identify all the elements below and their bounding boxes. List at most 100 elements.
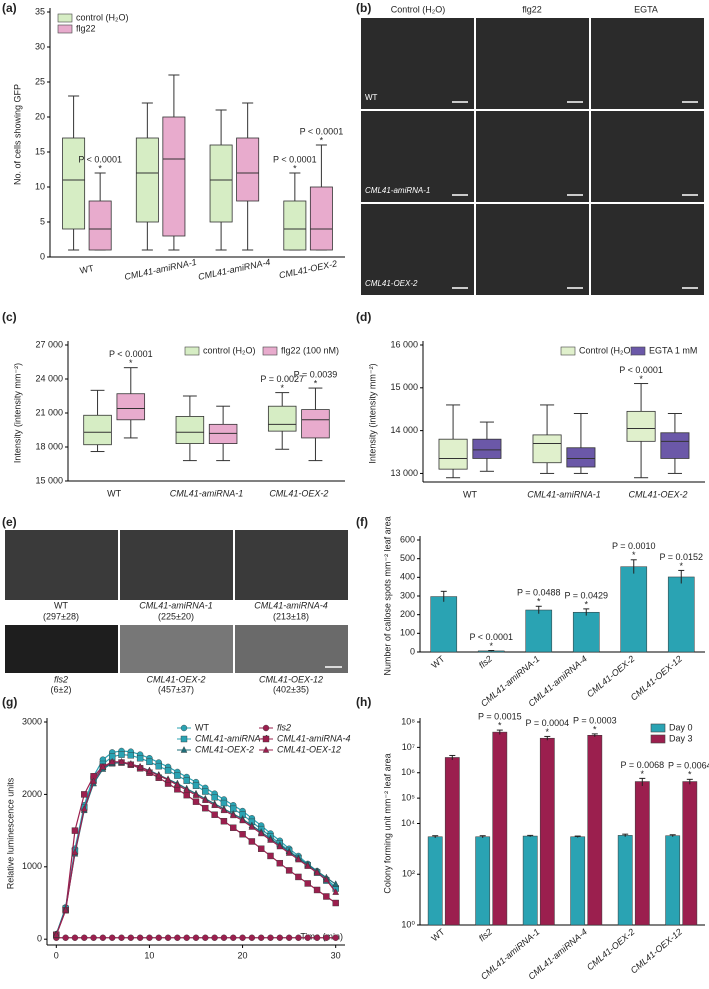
marker	[304, 934, 311, 941]
panel-label: (g)	[2, 695, 17, 709]
p-value: P = 0.0039	[294, 369, 338, 379]
x-tick-label: CML41-amiRNA-1	[170, 488, 244, 498]
image-grid	[5, 530, 348, 673]
bar	[539, 737, 555, 926]
y-tick-label: 15 000	[35, 475, 63, 485]
significance-mark: *	[314, 378, 318, 388]
marker	[332, 880, 340, 887]
legend-label: EGTA 1 mM	[649, 345, 697, 355]
legend-marker	[262, 735, 270, 743]
legend-label: flg22 (100 nM)	[281, 345, 339, 355]
significance-mark: *	[639, 374, 643, 384]
p-value: P = 0.0010	[612, 541, 656, 551]
x-tick-label: 10	[144, 950, 154, 960]
marker	[211, 801, 218, 808]
marker	[332, 899, 339, 907]
box	[472, 438, 502, 459]
bar	[617, 835, 633, 926]
y-tick-label: 400	[400, 572, 415, 582]
p-value: P < 0.0001	[300, 126, 344, 136]
box	[301, 409, 330, 439]
y-tick-label: 21 000	[35, 407, 63, 417]
box	[626, 410, 656, 442]
x-axis-title: Time (min)	[300, 931, 343, 941]
marker	[239, 831, 246, 838]
marker	[127, 752, 135, 759]
row-label: CML41-amiRNA-1	[365, 186, 430, 195]
micrograph	[120, 530, 233, 600]
marker	[136, 934, 144, 941]
y-tick-label: 3000	[22, 716, 42, 726]
box	[83, 414, 112, 446]
y-tick-label: 15	[35, 146, 45, 156]
micrograph	[5, 530, 118, 600]
marker	[146, 758, 153, 766]
x-tick-label: CML41-amiRNA-4	[197, 257, 271, 282]
marker	[90, 777, 97, 785]
y-tick-label: 600	[400, 534, 415, 544]
y-tick-label: 10⁸	[401, 716, 415, 726]
panel-label: (c)	[2, 310, 17, 324]
x-tick-label: CML41-OEX-12	[629, 927, 684, 976]
y-tick-label: 0	[40, 251, 45, 261]
scale-bars	[452, 101, 698, 289]
significance-mark: *	[489, 641, 493, 651]
y-tick-label: 35	[35, 6, 45, 16]
marker	[230, 824, 237, 831]
marker	[313, 868, 321, 876]
marker	[257, 845, 265, 852]
legend-label: fls2	[277, 722, 291, 732]
legend-label: Control (H₂O)	[579, 345, 634, 355]
y-tick-label: 13 000	[390, 468, 418, 478]
significance-mark: *	[546, 727, 550, 737]
y-tick-label: 10⁵	[401, 793, 415, 803]
marker	[164, 767, 172, 774]
image-caption: WT	[54, 600, 68, 610]
x-tick-label: WT	[429, 926, 447, 943]
image-caption: CML41-amiRNA-4	[254, 600, 328, 610]
panel-label: (f)	[356, 515, 368, 529]
legend-label: Day 0	[669, 722, 693, 732]
significance-mark: *	[320, 135, 324, 145]
box	[175, 415, 205, 444]
image-grid	[361, 18, 704, 295]
box	[267, 405, 297, 432]
micrograph	[591, 204, 704, 295]
marker	[257, 934, 265, 941]
marker	[230, 934, 237, 941]
image-count: (297±28)	[43, 611, 79, 621]
y-tick-label: 300	[400, 590, 415, 600]
micrograph	[361, 204, 474, 295]
marker	[52, 930, 60, 938]
y-tick-label: 18 000	[35, 441, 63, 451]
significance-mark: *	[293, 163, 297, 173]
marker	[71, 848, 79, 856]
box	[566, 447, 596, 468]
micrograph	[235, 530, 348, 600]
marker	[229, 811, 237, 819]
marker	[146, 934, 153, 941]
marker	[174, 781, 181, 788]
marker	[136, 762, 144, 770]
micrograph	[235, 625, 348, 673]
y-tick-label: 0	[37, 934, 42, 944]
legend-label: control (H₂O)	[76, 12, 129, 22]
marker	[313, 886, 321, 894]
significance-mark: *	[679, 561, 683, 571]
y-tick-label: 10⁶	[401, 767, 415, 777]
y-axis-title: Relative luminescence units	[5, 777, 15, 889]
marker	[285, 849, 293, 856]
marker	[136, 755, 144, 762]
p-value: P = 0.0068	[620, 760, 664, 770]
legend-label: WT	[195, 722, 209, 732]
bar	[620, 566, 648, 653]
marker	[332, 934, 339, 941]
legend-label: CML41-amiRNA-4	[277, 733, 351, 743]
y-tick-label: 14 000	[390, 425, 418, 435]
x-tick-label: WT	[79, 263, 95, 276]
marker	[323, 875, 330, 883]
p-value: P = 0.0064	[668, 761, 709, 771]
box	[236, 137, 260, 202]
y-tick-label: 15 000	[390, 382, 418, 392]
image-count: (402±35)	[273, 684, 309, 694]
